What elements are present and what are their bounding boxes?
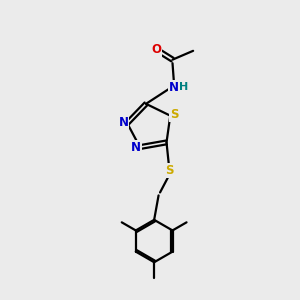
Text: H: H xyxy=(179,82,188,92)
Text: S: S xyxy=(165,164,174,177)
Text: S: S xyxy=(170,108,178,121)
Text: N: N xyxy=(131,141,141,154)
Text: O: O xyxy=(151,43,161,56)
Text: N: N xyxy=(118,116,128,129)
Text: N: N xyxy=(169,81,179,94)
